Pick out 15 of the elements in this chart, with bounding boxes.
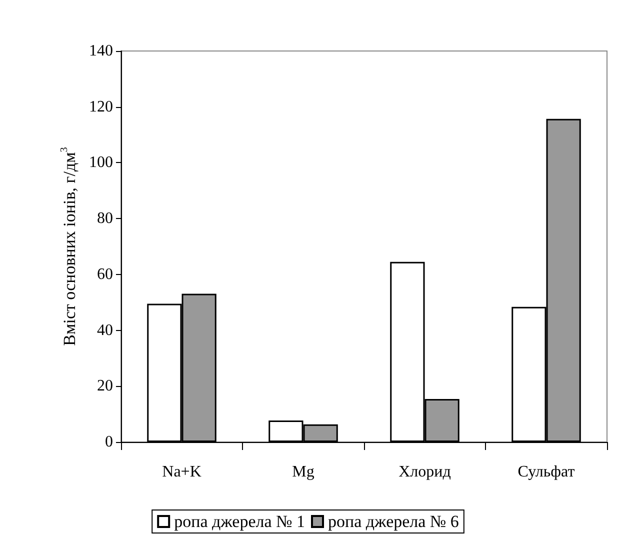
y-tick-label: 20 — [97, 378, 113, 395]
y-tick-label: 100 — [89, 154, 113, 172]
y-tick-label: 40 — [97, 322, 113, 339]
x-tick-label: Mg — [292, 464, 314, 480]
y-tick-label: 0 — [105, 434, 113, 450]
y-axis-title: Вміст основних іонів, г/дм3 — [59, 147, 80, 346]
y-tick-label: 120 — [89, 98, 113, 116]
y-tick-label: 60 — [97, 266, 113, 283]
legend-label: ропа джерела № 6 — [328, 512, 459, 531]
x-tick-label: Хлорид — [398, 464, 451, 480]
x-tick-label: Сульфат — [518, 464, 575, 480]
x-tick-label: Na+K — [162, 464, 202, 480]
y-tick-label: 80 — [97, 210, 113, 228]
legend-label: ропа джерела № 1 — [174, 512, 306, 531]
y-tick-label: 140 — [89, 42, 113, 60]
